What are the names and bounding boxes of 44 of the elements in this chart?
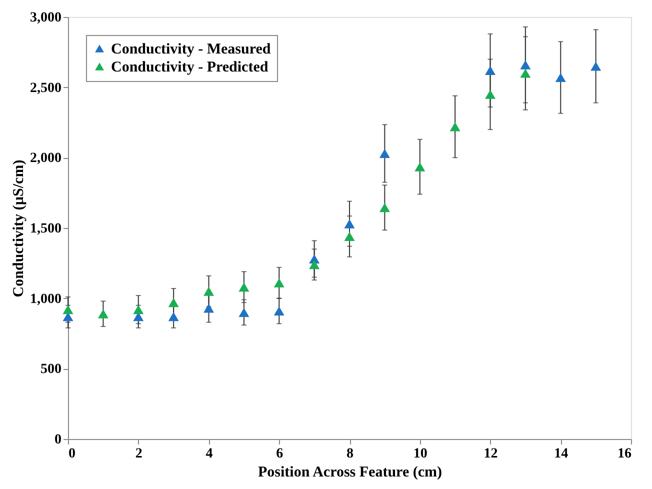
- point: [379, 203, 390, 212]
- point: [590, 62, 602, 71]
- y-tick-label: 3,000: [30, 10, 62, 26]
- point: [204, 304, 214, 313]
- x-axis-title: Position Across Feature (cm): [258, 464, 442, 480]
- x-tick-label: 10: [413, 446, 428, 462]
- point: [520, 60, 531, 70]
- x-tick-label: 14: [554, 446, 568, 462]
- point: [344, 232, 355, 241]
- point: [274, 278, 284, 288]
- point: [62, 305, 74, 314]
- point: [450, 122, 460, 132]
- point: [485, 66, 496, 75]
- point: [309, 260, 320, 270]
- point: [485, 90, 496, 99]
- y-tick-label: 0: [54, 432, 62, 448]
- x-tick-label: 4: [206, 446, 213, 462]
- point: [344, 219, 355, 228]
- point: [520, 68, 531, 78]
- point: [274, 306, 284, 316]
- x-tick-label: 8: [346, 446, 354, 462]
- point: [379, 148, 390, 158]
- x-tick-label: 2: [135, 446, 142, 462]
- x-tick-label: 0: [68, 446, 76, 462]
- point: [168, 312, 179, 322]
- point: [204, 286, 214, 296]
- point: [238, 282, 250, 292]
- point: [238, 308, 250, 317]
- x-tick-label: 12: [484, 446, 498, 462]
- legend-label: Conductivity - Predicted: [111, 60, 269, 76]
- x-tick-label: 16: [618, 446, 632, 462]
- point: [168, 298, 179, 308]
- point: [133, 305, 144, 314]
- y-tick-label: 1,500: [30, 222, 62, 236]
- y-tick-label: 1,000: [30, 292, 62, 307]
- y-tick-label: 500: [40, 362, 62, 378]
- y-tick-label: 2,000: [30, 151, 62, 166]
- legend-label: Conductivity - Measured: [111, 42, 272, 58]
- y-tick-label: 2,500: [30, 80, 62, 96]
- point: [414, 162, 426, 172]
- y-axis-title: Conductivity (µS/cm): [11, 160, 27, 298]
- point: [555, 72, 566, 82]
- x-tick-label: 6: [276, 446, 284, 462]
- point: [98, 309, 108, 318]
